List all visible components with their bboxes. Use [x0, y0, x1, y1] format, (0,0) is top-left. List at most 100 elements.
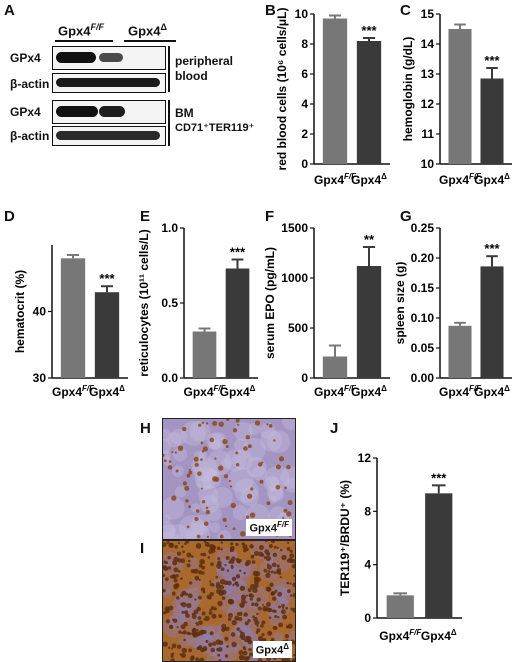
- y-tick-label: 12: [358, 451, 372, 465]
- y-axis-label: red blood cells (10⁶ cells/μL): [275, 8, 289, 171]
- y-tick-label: 12: [421, 97, 435, 111]
- panel-letter-j: J: [330, 420, 339, 437]
- y-tick-label: 0: [364, 611, 371, 625]
- bar-0: [60, 258, 86, 378]
- x-tick-label-1: Gpx4Δ: [474, 384, 510, 399]
- blot-column-ko: Gpx4Δ: [128, 22, 167, 39]
- blot-group-2-line-1: BM: [175, 106, 194, 120]
- blot-gpx4-pb: [52, 46, 166, 70]
- y-axis-label: hemoglobin (g/dL): [401, 37, 415, 142]
- y-tick-label: 6: [301, 67, 308, 81]
- bar-1: [480, 78, 504, 164]
- bar-0: [322, 18, 348, 164]
- bar-1: [425, 493, 453, 618]
- y-tick-label: 1500: [281, 221, 308, 235]
- blot-gpx4-bm: [52, 100, 166, 124]
- panel-letter-h: H: [140, 420, 151, 437]
- histology-label-ko: Gpx4Δ: [252, 641, 292, 658]
- y-tick-label: 4: [301, 97, 308, 111]
- y-axis-label: hematocrit (%): [13, 270, 27, 353]
- y-axis-label: serum EPO (pg/mL): [263, 247, 277, 359]
- blot-group-1-line-1: peripheral: [175, 54, 234, 68]
- significance-marker: ***: [99, 271, 115, 286]
- histology-image-ko: Gpx4Δ: [162, 540, 296, 662]
- blot-column-ff-underline: [55, 40, 113, 42]
- chart-red-blood-cells: 0 2 4 6 8 10 red blood cells (10⁶ cells/μL) Gpx…: [275, 7, 390, 187]
- y-axis-label: TER119⁺/BRDU⁺ (%): [338, 480, 352, 596]
- y-tick-label: 11: [421, 127, 434, 141]
- y-tick-label: 1000: [281, 271, 308, 285]
- panel-letter-i: I: [140, 540, 145, 557]
- y-tick-label: 10: [421, 157, 435, 171]
- chart-ter119-brdu: 0 4 8 12 TER119⁺/BRDU⁺ (%) Gpx4F/F *** Gpx4Δ: [338, 451, 462, 643]
- y-tick-label: 0.20: [411, 251, 435, 265]
- x-tick-label-0: Gpx4F/F: [439, 384, 482, 399]
- y-tick-label: 10: [295, 7, 309, 21]
- histology-texture-ko: [163, 541, 295, 661]
- y-tick-label: 0: [301, 157, 308, 171]
- y-tick-label: 8: [301, 37, 308, 51]
- y-axis-label: reticulocytes (10¹¹ cells/L): [137, 229, 151, 376]
- histology-image-ff: Gpx4F/F: [162, 418, 296, 540]
- panel-letter-e: E: [140, 208, 151, 225]
- bar-0: [386, 595, 414, 618]
- y-tick-label: 0.0: [161, 371, 178, 385]
- chart-hemoglobin: 10 11 12 13 14 15 hemoglobin (g/dL) Gpx4F/F *** G…: [401, 7, 512, 187]
- bar-0: [448, 29, 472, 164]
- x-tick-label-1: Gpx4Δ: [351, 172, 387, 187]
- bar-1: [94, 292, 120, 378]
- significance-marker: ***: [431, 470, 447, 485]
- blot-row-gpx4-2: GPx4: [10, 105, 41, 119]
- bar-0: [448, 325, 472, 378]
- bar-1: [225, 268, 250, 378]
- panel-letter-f: F: [265, 208, 275, 225]
- blot-group-bracket-1: [168, 46, 170, 92]
- y-axis-label: spleen size (g): [396, 262, 407, 345]
- blot-actin-pb: [52, 73, 166, 93]
- y-tick-label: 1.0: [161, 221, 178, 235]
- blot-row-gpx4-1: GPx4: [10, 51, 41, 65]
- panel-letter-d: D: [4, 208, 15, 225]
- panel-letter-c: C: [400, 2, 411, 19]
- significance-marker: ***: [484, 53, 500, 68]
- y-tick-label: 14: [421, 37, 435, 51]
- y-tick-label: 30: [33, 371, 47, 385]
- significance-marker: **: [364, 232, 375, 247]
- x-tick-label-1: Gpx4Δ: [89, 384, 125, 399]
- x-tick-label-1: Gpx4Δ: [421, 628, 457, 643]
- y-tick-label: 0.15: [411, 281, 435, 295]
- blot-group-2-line-2: CD71⁺TER119⁺: [175, 122, 255, 134]
- chart-spleen-size: 0.00 0.05 0.10 0.15 0.20 0.25 spleen size (g) G…: [396, 221, 512, 399]
- x-tick-label-0: Gpx4F/F: [52, 384, 95, 399]
- bar-1: [356, 266, 382, 378]
- y-tick-label: 2: [301, 127, 308, 141]
- panel-letter-g: G: [400, 208, 412, 225]
- y-tick-label: 8: [364, 504, 371, 518]
- y-tick-label: 4: [364, 558, 371, 572]
- blot-row-actin-2: β-actin: [10, 129, 50, 143]
- y-tick-label: 13: [421, 67, 435, 81]
- blot-group-bracket-2: [168, 100, 170, 146]
- histology-label-ff: Gpx4F/F: [246, 519, 292, 536]
- x-tick-label-0: Gpx4F/F: [379, 628, 422, 643]
- x-tick-label-1: Gpx4Δ: [474, 172, 510, 187]
- blot-row-actin-1: β-actin: [10, 77, 50, 91]
- y-tick-label: 0.5: [161, 296, 178, 310]
- x-tick-label-0: Gpx4F/F: [314, 172, 357, 187]
- y-tick-label: 0.10: [411, 311, 435, 325]
- x-tick-label-0: Gpx4F/F: [183, 384, 226, 399]
- x-tick-label-1: Gpx4Δ: [351, 384, 387, 399]
- chart-serum-epo: 0 500 1000 1500 serum EPO (pg/mL) Gpx4F/F ** Gp…: [263, 221, 390, 399]
- y-tick-label: 0.00: [411, 371, 435, 385]
- significance-marker: ***: [484, 241, 500, 256]
- panel-letter-a: A: [4, 2, 15, 19]
- y-tick-label: 500: [288, 321, 308, 335]
- significance-marker: ***: [361, 23, 377, 38]
- x-tick-label-0: Gpx4F/F: [314, 384, 357, 399]
- x-tick-label-0: Gpx4F/F: [439, 172, 482, 187]
- y-tick-label: 0.25: [411, 221, 435, 235]
- y-tick-label: 40: [33, 305, 47, 319]
- blot-actin-bm: [52, 126, 166, 146]
- bar-1: [356, 41, 382, 164]
- chart-hematocrit: 30 40 hematocrit (%) Gpx4F/F *** Gpx4Δ: [13, 245, 128, 399]
